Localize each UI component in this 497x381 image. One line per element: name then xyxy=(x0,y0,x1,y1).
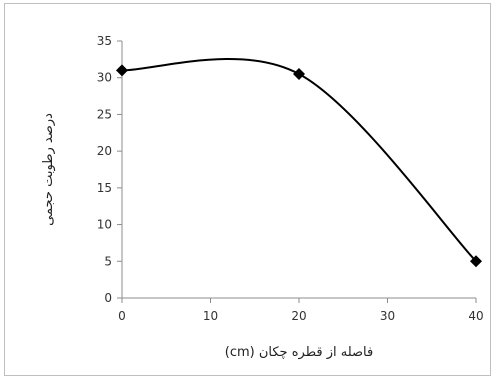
y-tick-label: 15 xyxy=(97,181,112,195)
x-tick-label: 20 xyxy=(291,309,306,323)
tick-labels: 0 5 10 15 20 25 30 35 0 10 20 30 40 xyxy=(97,34,484,323)
y-axis-title: درصد رطوبت حجمی xyxy=(41,113,56,226)
y-tick-label: 30 xyxy=(97,71,112,85)
series-line xyxy=(121,58,477,262)
data-markers xyxy=(116,64,482,268)
data-point xyxy=(293,68,305,81)
y-tick-label: 5 xyxy=(104,254,112,268)
axes xyxy=(117,40,477,303)
x-tick-label: 0 xyxy=(118,309,126,323)
data-point xyxy=(470,255,482,268)
y-tick-label: 35 xyxy=(97,34,112,48)
x-tick-label: 10 xyxy=(203,309,218,323)
y-tick-label: 10 xyxy=(97,218,112,232)
x-axis-title: فاصله از قطره چکان (cm) xyxy=(225,345,373,360)
series-group xyxy=(121,58,477,262)
y-tick-label: 25 xyxy=(97,107,112,121)
chart-frame xyxy=(4,3,491,376)
x-tick-label: 40 xyxy=(468,309,483,323)
y-tick-label: 0 xyxy=(104,291,112,305)
x-tick-label: 30 xyxy=(380,309,395,323)
data-point xyxy=(116,64,128,77)
y-tick-label: 20 xyxy=(97,144,112,158)
